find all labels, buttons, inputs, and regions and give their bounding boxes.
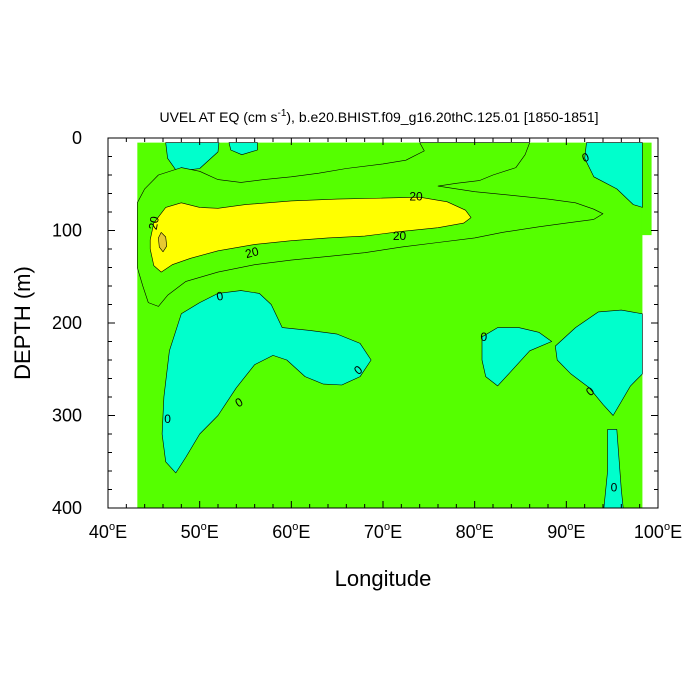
contour-label-5: 0 — [164, 412, 171, 426]
y-tick-label: 0 — [72, 128, 82, 148]
contour-region-undercurrent-core — [149, 196, 472, 273]
contour-region-westward-flow-top-center — [228, 142, 258, 155]
contour-region-westward-flow-top-left — [165, 142, 220, 172]
contour-label-1: 20 — [409, 189, 423, 203]
contour-region-westward-flow-northeast — [584, 142, 643, 208]
contour-label-3: 20 — [244, 244, 261, 261]
contour-label-11: 0 — [611, 481, 618, 495]
y-tick-label: 200 — [52, 313, 82, 333]
contour-label-4: 0 — [215, 289, 224, 304]
y-tick-label: 300 — [52, 406, 82, 426]
x-axis-title: Longitude — [335, 566, 432, 591]
title-suffix: ), b.e20.BHIST.f09_g16.20thC.125.01 [185… — [286, 109, 598, 125]
axis-ticks: 40oE 50oE 60oE 70oE 80oE 90oE 100oE01002003004… — [52, 128, 682, 542]
y-tick-label: 100 — [52, 221, 82, 241]
title-prefix: UVEL AT EQ (cm s — [159, 109, 277, 125]
contour-region-undercurrent-peak — [158, 232, 167, 253]
contour-label-8: 0 — [480, 330, 487, 344]
x-tick-label: 60oE — [272, 521, 310, 542]
x-tick-label: 80oE — [456, 521, 494, 542]
y-axis-title: DEPTH (m) — [10, 266, 35, 380]
contour-label-2: 20 — [393, 229, 407, 243]
contour-region-westward-flow-southeast — [554, 309, 643, 416]
contour-region-westward-flow-southwest — [161, 290, 372, 474]
x-tick-label: 40oE — [89, 521, 127, 542]
contour-region-westward-flow-center-east — [481, 327, 553, 387]
x-tick-label: 50oE — [181, 521, 219, 542]
chart-title: UVEL AT EQ (cm s-1), b.e20.BHIST.f09_g16… — [159, 108, 598, 125]
title-superscript: -1 — [277, 108, 286, 119]
contour-label-9: 0 — [580, 150, 591, 166]
y-tick-label: 400 — [52, 498, 82, 518]
contour-label-0: 20 — [146, 215, 162, 231]
data-domain-east-band — [641, 142, 652, 236]
x-tick-label: 100oE — [634, 521, 682, 542]
x-tick-label: 70oE — [364, 521, 402, 542]
x-tick-label: 90oE — [547, 521, 585, 542]
contour-fills — [137, 142, 652, 509]
